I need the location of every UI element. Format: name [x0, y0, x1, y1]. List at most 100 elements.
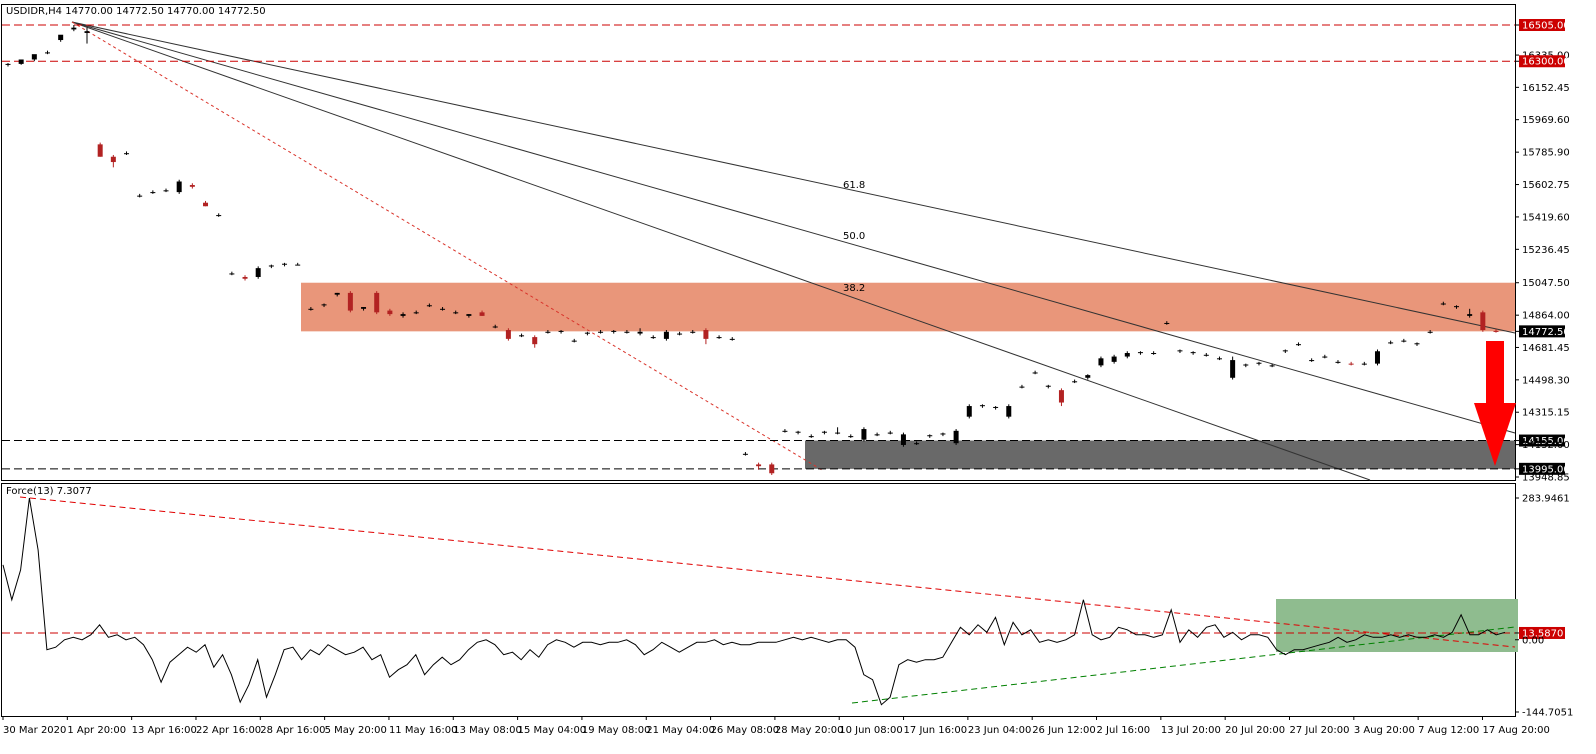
candle-body — [268, 265, 274, 267]
candle-body — [650, 337, 656, 339]
candle-body — [1335, 361, 1341, 363]
price-tick-label: 15047.50 — [1522, 278, 1570, 289]
candle-body — [1401, 340, 1407, 342]
candle-body — [1388, 342, 1394, 344]
candle-body — [993, 406, 999, 408]
candle-body — [835, 432, 841, 434]
candle-body — [1111, 356, 1117, 362]
price-tick-label: 13948.85 — [1522, 473, 1570, 484]
candle-body — [1230, 360, 1236, 378]
force-line — [2, 497, 1506, 706]
force-tick-label: 283.9461 — [1522, 494, 1570, 505]
candle-body — [216, 215, 222, 217]
candle-body — [400, 314, 406, 316]
price-tick-label: 15969.60 — [1522, 115, 1570, 126]
price-tick-label: 14315.15 — [1522, 408, 1570, 419]
candle-body — [1348, 363, 1354, 365]
candle-body — [1164, 322, 1170, 324]
force-tag-label: 13.5870 — [1522, 628, 1563, 639]
candle-body — [479, 312, 485, 316]
candle-body — [426, 305, 432, 307]
candle-body — [1058, 390, 1064, 403]
candle-body — [492, 326, 498, 328]
candle-body — [940, 433, 946, 435]
time-tick-label: 13 Jul 20:00 — [1161, 725, 1221, 736]
time-tick-label: 19 May 08:00 — [582, 725, 651, 736]
candle-body — [1203, 354, 1209, 356]
time-tick-label: 27 Jul 20:00 — [1289, 725, 1349, 736]
candle-body — [927, 435, 933, 437]
candle-body — [1098, 358, 1104, 366]
candle-body — [1467, 314, 1473, 316]
time-tick-label: 11 May 16:00 — [389, 725, 458, 736]
candles — [5, 25, 1499, 476]
candle-body — [519, 335, 525, 337]
neutral-band — [1276, 599, 1518, 652]
candle-body — [1374, 351, 1380, 364]
price-levels — [2, 24, 1515, 470]
candle-body — [532, 337, 538, 345]
candle-body — [571, 340, 577, 342]
time-tick-label: 5 May 20:00 — [325, 725, 387, 736]
candle-body — [1190, 352, 1196, 354]
time-tick-label: 17 Jun 16:00 — [904, 725, 968, 736]
candle-body — [979, 405, 985, 407]
time-tick-label: 21 May 04:00 — [646, 725, 715, 736]
candle-body — [374, 292, 380, 313]
force-support-trendline — [851, 626, 1516, 704]
candle-body — [466, 314, 472, 316]
price-tag-label: 13995.00 — [1522, 464, 1570, 475]
candle-body — [1440, 303, 1446, 305]
time-tick-label: 15 May 04:00 — [518, 725, 587, 736]
candle-body — [1309, 360, 1315, 362]
candle-body — [334, 292, 340, 295]
candle-body — [848, 436, 854, 438]
candle-body — [282, 263, 288, 265]
price-tag-bg — [1519, 19, 1565, 31]
candle-body — [189, 185, 195, 187]
price-axis: 16505.0016335.0016300.0016152.4515969.60… — [1515, 19, 1570, 484]
candle-body — [31, 54, 37, 60]
price-tag-label: 14772.50 — [1522, 327, 1570, 338]
candle-body — [1151, 353, 1157, 355]
price-tag-label: 14155.00 — [1522, 436, 1570, 447]
candle-body — [1361, 363, 1367, 365]
candle-body — [1085, 375, 1091, 378]
candle-body — [598, 331, 604, 333]
candle-body — [1019, 386, 1025, 388]
candle-body — [1137, 352, 1143, 354]
candle-body — [545, 331, 551, 333]
candle-body — [137, 195, 143, 197]
candle-body — [808, 436, 814, 438]
price-tick-label: 15602.75 — [1522, 180, 1570, 191]
candle-body — [347, 292, 353, 311]
candle-body — [1414, 343, 1420, 345]
fan-line-61-8 — [71, 21, 1516, 334]
candle-body — [690, 331, 696, 333]
fan-line-50-0 — [71, 21, 1516, 434]
price-tag-bg — [1519, 462, 1565, 475]
candle-body — [637, 331, 643, 334]
candle-body — [1045, 385, 1051, 387]
price-tick-label: 16152.45 — [1522, 83, 1570, 94]
time-tick-label: 26 Jun 12:00 — [1032, 725, 1096, 736]
fan-label-50-0: 50.0 — [843, 231, 865, 242]
candle-body — [150, 192, 156, 194]
candle-body — [308, 308, 314, 310]
candle-body — [176, 181, 182, 193]
time-tick-label: 20 Jul 20:00 — [1225, 725, 1285, 736]
candle-body — [1295, 344, 1301, 346]
candle-body — [887, 432, 893, 434]
candle-body — [1216, 358, 1222, 360]
candle-body — [624, 331, 630, 333]
candle-body — [1322, 356, 1328, 358]
price-tick-label: 15236.45 — [1522, 245, 1570, 256]
fan-line-38-2 — [71, 21, 1371, 481]
force-tick-label: 0.00 — [1522, 635, 1544, 646]
candle-body — [1282, 350, 1288, 352]
candle-body — [742, 453, 748, 455]
candle-body — [361, 307, 367, 309]
time-tick-label: 10 Jun 08:00 — [839, 725, 903, 736]
candle-body — [229, 273, 235, 275]
